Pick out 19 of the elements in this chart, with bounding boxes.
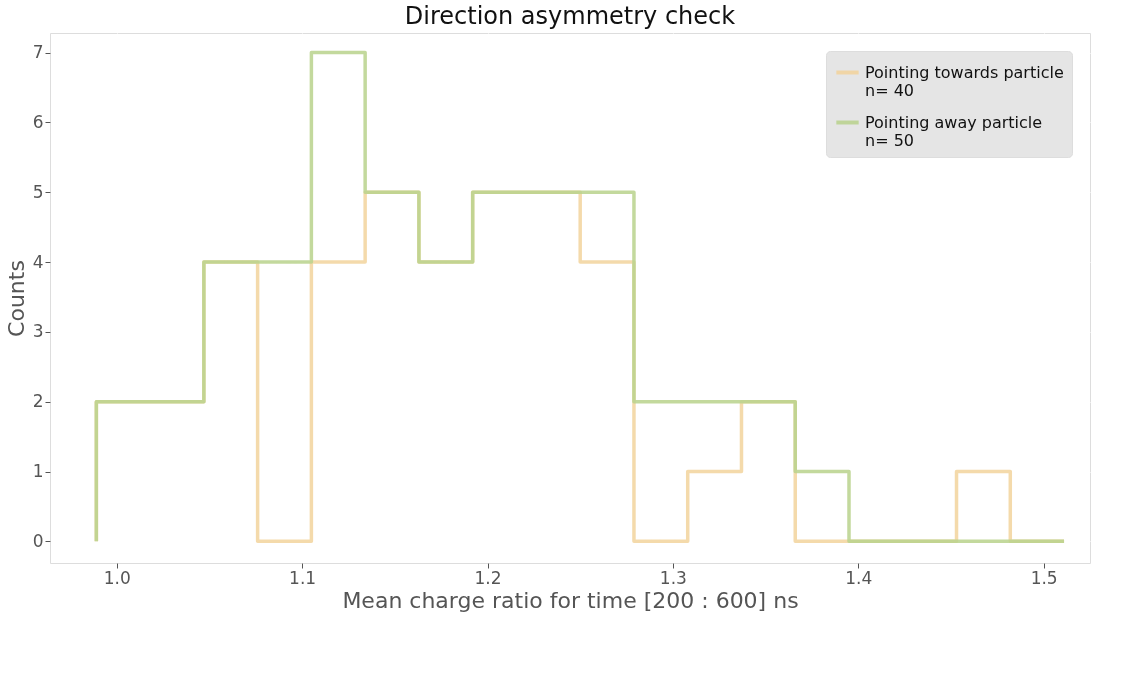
y-tick-label: 7 — [32, 42, 44, 63]
x-axis-title: Mean charge ratio for time [200 : 600] ns — [342, 587, 799, 613]
y-axis-title: Counts — [3, 260, 29, 337]
x-tick-label: 1.2 — [474, 567, 502, 588]
legend-label: Pointing towards particle n= 40 — [865, 62, 1064, 100]
x-tick-label: 1.4 — [845, 567, 873, 588]
legend-label: Pointing away particle n= 50 — [865, 112, 1043, 150]
y-tick-label: 6 — [32, 111, 44, 132]
chart-title: Direction asymmetry check — [404, 2, 736, 30]
y-tick-label: 0 — [32, 530, 44, 551]
y-tick-label: 2 — [32, 391, 44, 412]
y-tick-label: 5 — [32, 181, 44, 202]
y-tick-label: 4 — [32, 251, 44, 272]
y-tick-label: 3 — [32, 321, 44, 342]
y-tick-label: 1 — [32, 461, 44, 482]
x-tick-label: 1.1 — [289, 567, 317, 588]
x-tick-label: 1.3 — [659, 567, 687, 588]
x-tick-label: 1.5 — [1030, 567, 1058, 588]
x-tick-label: 1.0 — [103, 567, 131, 588]
